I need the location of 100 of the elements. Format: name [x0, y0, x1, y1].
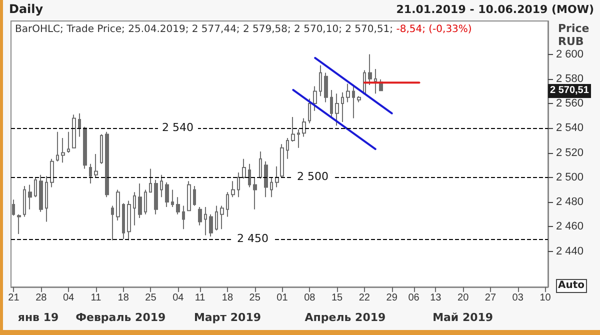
candlestick [374, 68, 377, 94]
candlestick [209, 214, 213, 238]
y-tick-label: 2 480 [556, 196, 584, 208]
candlestick [154, 179, 158, 215]
candlestick [220, 205, 224, 230]
text: Апрель 2019 [304, 311, 386, 324]
candlestick [28, 184, 32, 210]
candlestick [231, 180, 235, 198]
candlestick [50, 158, 54, 188]
x-tick-label: 29 [386, 292, 398, 304]
candlestick [193, 186, 196, 206]
candlestick [313, 86, 317, 112]
candlestick [72, 114, 76, 148]
candlestick [341, 92, 344, 122]
text: янв 19 [18, 311, 59, 324]
candlestick [12, 199, 15, 216]
candlestick [226, 192, 229, 218]
candlestick [45, 176, 48, 222]
text: 2 570,51 [548, 84, 591, 98]
candlestick [149, 168, 152, 193]
candlestick [324, 72, 328, 103]
candlestick [297, 128, 300, 148]
y-tick-label: 2 520 [556, 146, 584, 159]
ref-line-label: 2 500 [293, 170, 332, 184]
x-tick-label: 18 [222, 292, 234, 304]
candlestick [308, 98, 311, 124]
candlestick [133, 192, 136, 226]
x-tick-label: 04 [62, 292, 75, 304]
candlestick [280, 144, 284, 178]
candlestick [144, 189, 147, 215]
candlestick [83, 126, 87, 170]
candlestick [105, 131, 109, 198]
candlestick [330, 89, 333, 119]
candlestick [100, 134, 103, 164]
candlestick [259, 151, 262, 180]
annotation: BarOHLC; Trade Price; 25.04.2019; 2 577,44; 2 579,58; 2 570,10; 2 570,51; [15, 24, 394, 35]
candlestick [127, 200, 131, 241]
candlestick [319, 64, 322, 97]
x-tick-label: 27 [484, 292, 496, 304]
candlestick [215, 205, 218, 231]
candlestick [171, 189, 174, 208]
candlestick [346, 83, 350, 103]
x-tick-label: 13 [430, 292, 442, 304]
candlestick [116, 189, 120, 221]
candlestick [187, 180, 191, 212]
x-tick-label: 06 [408, 292, 420, 304]
candlestick [39, 174, 43, 212]
annotation: -8,54; (-0,33%) [395, 24, 472, 35]
candlestick [160, 174, 163, 198]
y-axis-title: Price RUB [558, 22, 590, 48]
candlestick [237, 172, 240, 198]
x-tick-label: 08 [304, 292, 316, 304]
candlestick [302, 118, 306, 138]
x-tick-label: 11 [194, 292, 206, 304]
y-tick-label: 2 500 [556, 171, 584, 184]
x-tick-label: 22 [358, 292, 370, 304]
y-tick-label: 2 600 [556, 48, 584, 60]
candlestick [176, 196, 180, 215]
ref-line-label: 2 540 [158, 121, 198, 136]
candlestick [67, 131, 70, 154]
x-tick-label: 20 [458, 292, 470, 304]
y-tick-label: 2 580 [556, 72, 584, 85]
candlestick [198, 206, 202, 226]
candlestick [275, 166, 279, 188]
candlestick [352, 84, 355, 119]
candlestick [56, 131, 59, 162]
candlestick [34, 176, 37, 198]
y-tick-label: 2 460 [556, 220, 584, 233]
candlestick [248, 163, 251, 188]
x-tick-label: 01 [276, 292, 288, 304]
x-tick-label: 21 [8, 292, 20, 304]
candlestick [286, 137, 289, 160]
x-tick-label: 04 [172, 292, 184, 304]
candlestick [357, 96, 361, 103]
candlestick [78, 112, 81, 138]
text: Март 2019 [194, 311, 262, 324]
candlestick [264, 160, 268, 198]
candlestick [242, 158, 246, 180]
candlestick [111, 205, 114, 241]
candlestick [165, 182, 169, 208]
candlestick [335, 93, 339, 126]
candlestick [291, 116, 295, 142]
candlestick [17, 214, 21, 235]
candlestick [368, 54, 372, 86]
y-tick-label: 2 440 [556, 245, 584, 258]
candlestick [89, 163, 92, 184]
x-tick-label: 25 [145, 292, 157, 304]
candlestick [122, 202, 125, 240]
x-tick-label: 03 [512, 292, 524, 304]
x-tick-label: 18 [118, 292, 130, 304]
candlestick [138, 183, 142, 219]
y-tick-label: 2 560 [556, 98, 584, 110]
candlestick [61, 137, 65, 164]
ref-line-label: 2 450 [233, 232, 272, 246]
x-tick-label: 15 [331, 292, 344, 304]
y-tick-label: 2 540 [556, 122, 584, 134]
candlestick [94, 154, 98, 178]
x-tick-label: 25 [249, 292, 261, 304]
candlestick [253, 176, 257, 210]
x-tick-label: 10 [540, 292, 552, 304]
